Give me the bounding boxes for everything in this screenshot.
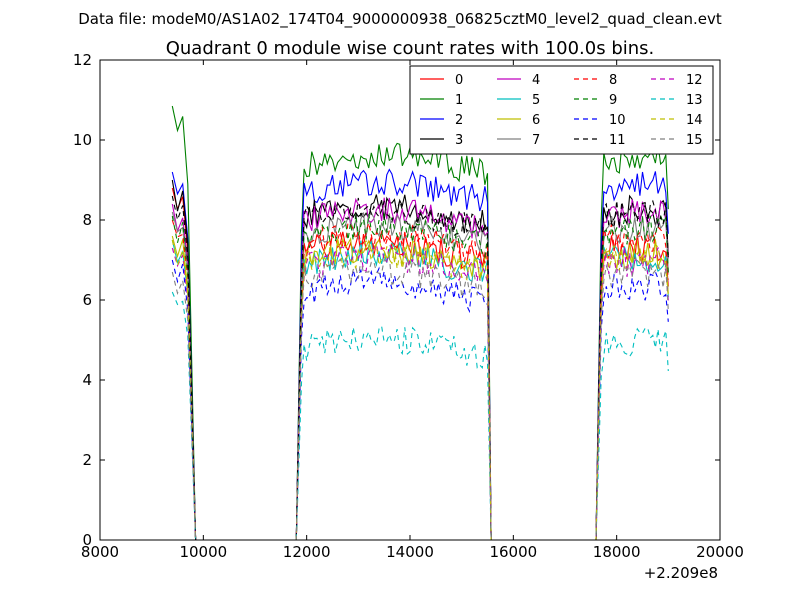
series-line-12	[171, 243, 669, 541]
y-tick-label: 6	[82, 291, 92, 309]
x-tick-label: 10000	[179, 543, 227, 561]
legend-label-12: 12	[686, 73, 703, 88]
series-line-9	[171, 213, 669, 541]
y-tick-label: 10	[73, 131, 92, 149]
suptitle: Data file: modeM0/AS1A02_174T04_90000009…	[78, 10, 722, 29]
axis-ticks: 8000 10000 12000 14000 16000 18000 20000 0 2 4 6 8 1…	[73, 51, 744, 561]
legend-label-0: 0	[455, 73, 463, 88]
x-tick-label: 12000	[283, 543, 331, 561]
legend-label-10: 10	[609, 113, 626, 128]
legend-label-15: 15	[686, 133, 703, 148]
legend-label-1: 1	[455, 93, 463, 108]
series-line-11	[171, 195, 669, 541]
series-line-10	[171, 259, 669, 541]
x-tick-label: 20000	[696, 543, 744, 561]
legend-label-13: 13	[686, 93, 703, 108]
x-tick-label: 14000	[386, 543, 434, 561]
plot-lines	[171, 105, 669, 541]
series-line-2	[171, 168, 669, 541]
legend-label-3: 3	[455, 133, 463, 148]
series-line-13	[171, 291, 669, 541]
series-line-3	[171, 179, 669, 541]
series-line-8	[171, 219, 669, 541]
legend-label-6: 6	[532, 113, 540, 128]
x-offset-label: +2.209e8	[644, 564, 718, 582]
x-tick-label: 18000	[593, 543, 641, 561]
legend-label-8: 8	[609, 73, 617, 88]
x-tick-label: 8000	[81, 543, 119, 561]
legend-label-5: 5	[532, 93, 540, 108]
series-line-14	[171, 239, 669, 541]
legend-label-9: 9	[609, 93, 617, 108]
legend-label-2: 2	[455, 113, 463, 128]
legend-label-11: 11	[609, 133, 626, 148]
legend-label-4: 4	[532, 73, 540, 88]
y-tick-label: 4	[82, 371, 92, 389]
series-line-15	[171, 255, 669, 541]
series-line-4	[171, 197, 669, 541]
chart-title: Quadrant 0 module wise count rates with …	[166, 38, 655, 59]
x-tick-label: 16000	[489, 543, 537, 561]
series-line-7	[171, 211, 669, 541]
y-tick-label: 8	[82, 211, 92, 229]
legend-label-7: 7	[532, 133, 540, 148]
y-tick-label: 12	[73, 51, 92, 69]
legend-label-14: 14	[686, 113, 703, 128]
y-tick-label: 2	[82, 451, 92, 469]
y-tick-label: 0	[82, 531, 92, 549]
